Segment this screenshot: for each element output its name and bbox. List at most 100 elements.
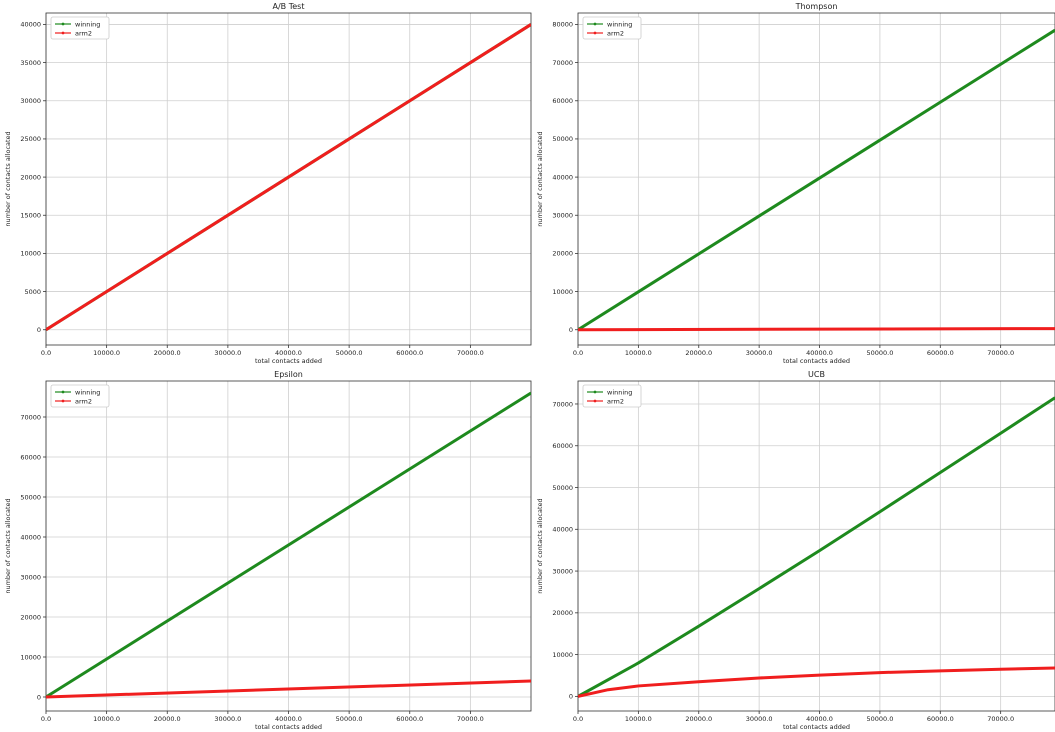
y-tick-label: 40000 <box>552 526 573 534</box>
x-tick-label: 10000.0 <box>625 715 652 723</box>
grid <box>45 381 531 711</box>
y-tick-label: 80000 <box>552 21 573 29</box>
legend-label-arm2: arm2 <box>75 29 92 37</box>
series-line-winning <box>578 28 1055 332</box>
x-tick-label: 20000.0 <box>154 715 181 723</box>
axes-frame <box>45 12 532 346</box>
x-tick-label: 70000.0 <box>457 715 484 723</box>
axes-frame <box>45 380 532 712</box>
x-tick-label: 50000.0 <box>336 349 363 357</box>
chart-title: Epsilon <box>274 370 303 379</box>
y-axis-label: number of contacts allocated <box>4 498 12 593</box>
grid <box>577 381 1055 711</box>
y-tick-label: 10000 <box>20 250 41 258</box>
y-tick-label: 30000 <box>20 97 41 105</box>
y-tick-label: 70000 <box>20 413 41 421</box>
y-tick-label: 10000 <box>552 288 573 296</box>
y-tick-label: 30000 <box>552 567 573 575</box>
legend-label-winning: winning <box>75 20 100 28</box>
y-tick-label: 10000 <box>20 653 41 661</box>
y-tick-label: 50000 <box>20 493 41 501</box>
legend-marker-arm2 <box>61 399 65 403</box>
y-tick-label: 50000 <box>552 135 573 143</box>
legend-marker-arm2 <box>593 31 597 35</box>
series-line-arm2 <box>578 327 1055 332</box>
y-tick-label: 40000 <box>20 21 41 29</box>
x-tick-label: 30000.0 <box>746 715 773 723</box>
y-axis-label: number of contacts allocated <box>4 131 12 226</box>
y-tick-label: 30000 <box>20 573 41 581</box>
x-tick-label: 40000.0 <box>275 715 302 723</box>
x-tick-label: 30000.0 <box>214 349 241 357</box>
x-tick-label: 30000.0 <box>214 715 241 723</box>
subplot-3: 0.0 10000.0 20000.0 30000.0 40000.0 50000.0 60… <box>4 370 532 731</box>
legend-marker-arm2 <box>593 399 597 403</box>
y-tick-label: 0 <box>569 326 573 334</box>
y-tick-label: 70000 <box>552 400 573 408</box>
y-tick-label: 20000 <box>20 613 41 621</box>
legend-label-arm2: arm2 <box>607 397 624 405</box>
y-tick-label: 20000 <box>552 250 573 258</box>
y-tick-label: 0 <box>37 693 41 701</box>
y-axis-label: number of contacts allocated <box>536 498 544 593</box>
x-axis-label: total contacts added <box>255 357 322 365</box>
chart-title: Thompson <box>795 2 838 11</box>
series-line-arm2 <box>46 679 531 699</box>
legend-label-arm2: arm2 <box>75 397 92 405</box>
x-axis-label: total contacts added <box>255 723 322 731</box>
grid <box>45 13 531 345</box>
axes-frame <box>577 12 1055 346</box>
chart-title: A/B Test <box>273 2 305 11</box>
x-tick-label: 70000.0 <box>457 349 484 357</box>
x-tick-label: 60000.0 <box>396 715 423 723</box>
x-tick-label: 40000.0 <box>806 349 833 357</box>
y-tick-label: 25000 <box>20 135 41 143</box>
y-tick-label: 60000 <box>552 442 573 450</box>
y-tick-label: 30000 <box>552 212 573 220</box>
x-tick-label: 0.0 <box>573 715 583 723</box>
x-tick-label: 40000.0 <box>275 349 302 357</box>
legend-marker-winning <box>61 22 65 26</box>
y-tick-label: 60000 <box>552 97 573 105</box>
y-axis-label: number of contacts allocated <box>536 131 544 226</box>
y-tick-label: 15000 <box>20 212 41 220</box>
x-tick-label: 70000.0 <box>987 715 1014 723</box>
x-tick-label: 50000.0 <box>866 715 893 723</box>
x-axis-label: total contacts added <box>783 357 850 365</box>
series-line-winning <box>46 391 531 699</box>
legend-marker-winning <box>593 22 597 26</box>
y-tick-label: 40000 <box>552 173 573 181</box>
y-tick-label: 20000 <box>552 609 573 617</box>
x-tick-label: 0.0 <box>41 349 51 357</box>
x-tick-label: 30000.0 <box>746 349 773 357</box>
x-tick-label: 60000.0 <box>927 715 954 723</box>
axes-frame <box>577 380 1055 712</box>
legend-label-arm2: arm2 <box>607 29 624 37</box>
series-line-arm2 <box>578 666 1055 698</box>
series-line-arm2 <box>46 23 531 332</box>
legend-label-winning: winning <box>607 20 632 28</box>
y-tick-label: 10000 <box>552 651 573 659</box>
x-tick-label: 10000.0 <box>93 349 120 357</box>
legend-marker-winning <box>61 390 65 394</box>
y-tick-label: 0 <box>37 326 41 334</box>
x-tick-label: 0.0 <box>41 715 51 723</box>
y-tick-label: 5000 <box>24 288 41 296</box>
x-tick-label: 60000.0 <box>396 349 423 357</box>
x-tick-label: 50000.0 <box>866 349 893 357</box>
y-tick-label: 50000 <box>552 484 573 492</box>
subplot-2: 0.0 10000.0 20000.0 30000.0 40000.0 50000.0 60… <box>536 2 1055 365</box>
x-axis-label: total contacts added <box>783 723 850 731</box>
x-tick-label: 70000.0 <box>987 349 1014 357</box>
x-tick-label: 60000.0 <box>927 349 954 357</box>
x-tick-label: 50000.0 <box>336 715 363 723</box>
x-tick-label: 20000.0 <box>685 715 712 723</box>
x-tick-label: 10000.0 <box>93 715 120 723</box>
legend-label-winning: winning <box>75 388 100 396</box>
chart-title: UCB <box>808 370 825 379</box>
